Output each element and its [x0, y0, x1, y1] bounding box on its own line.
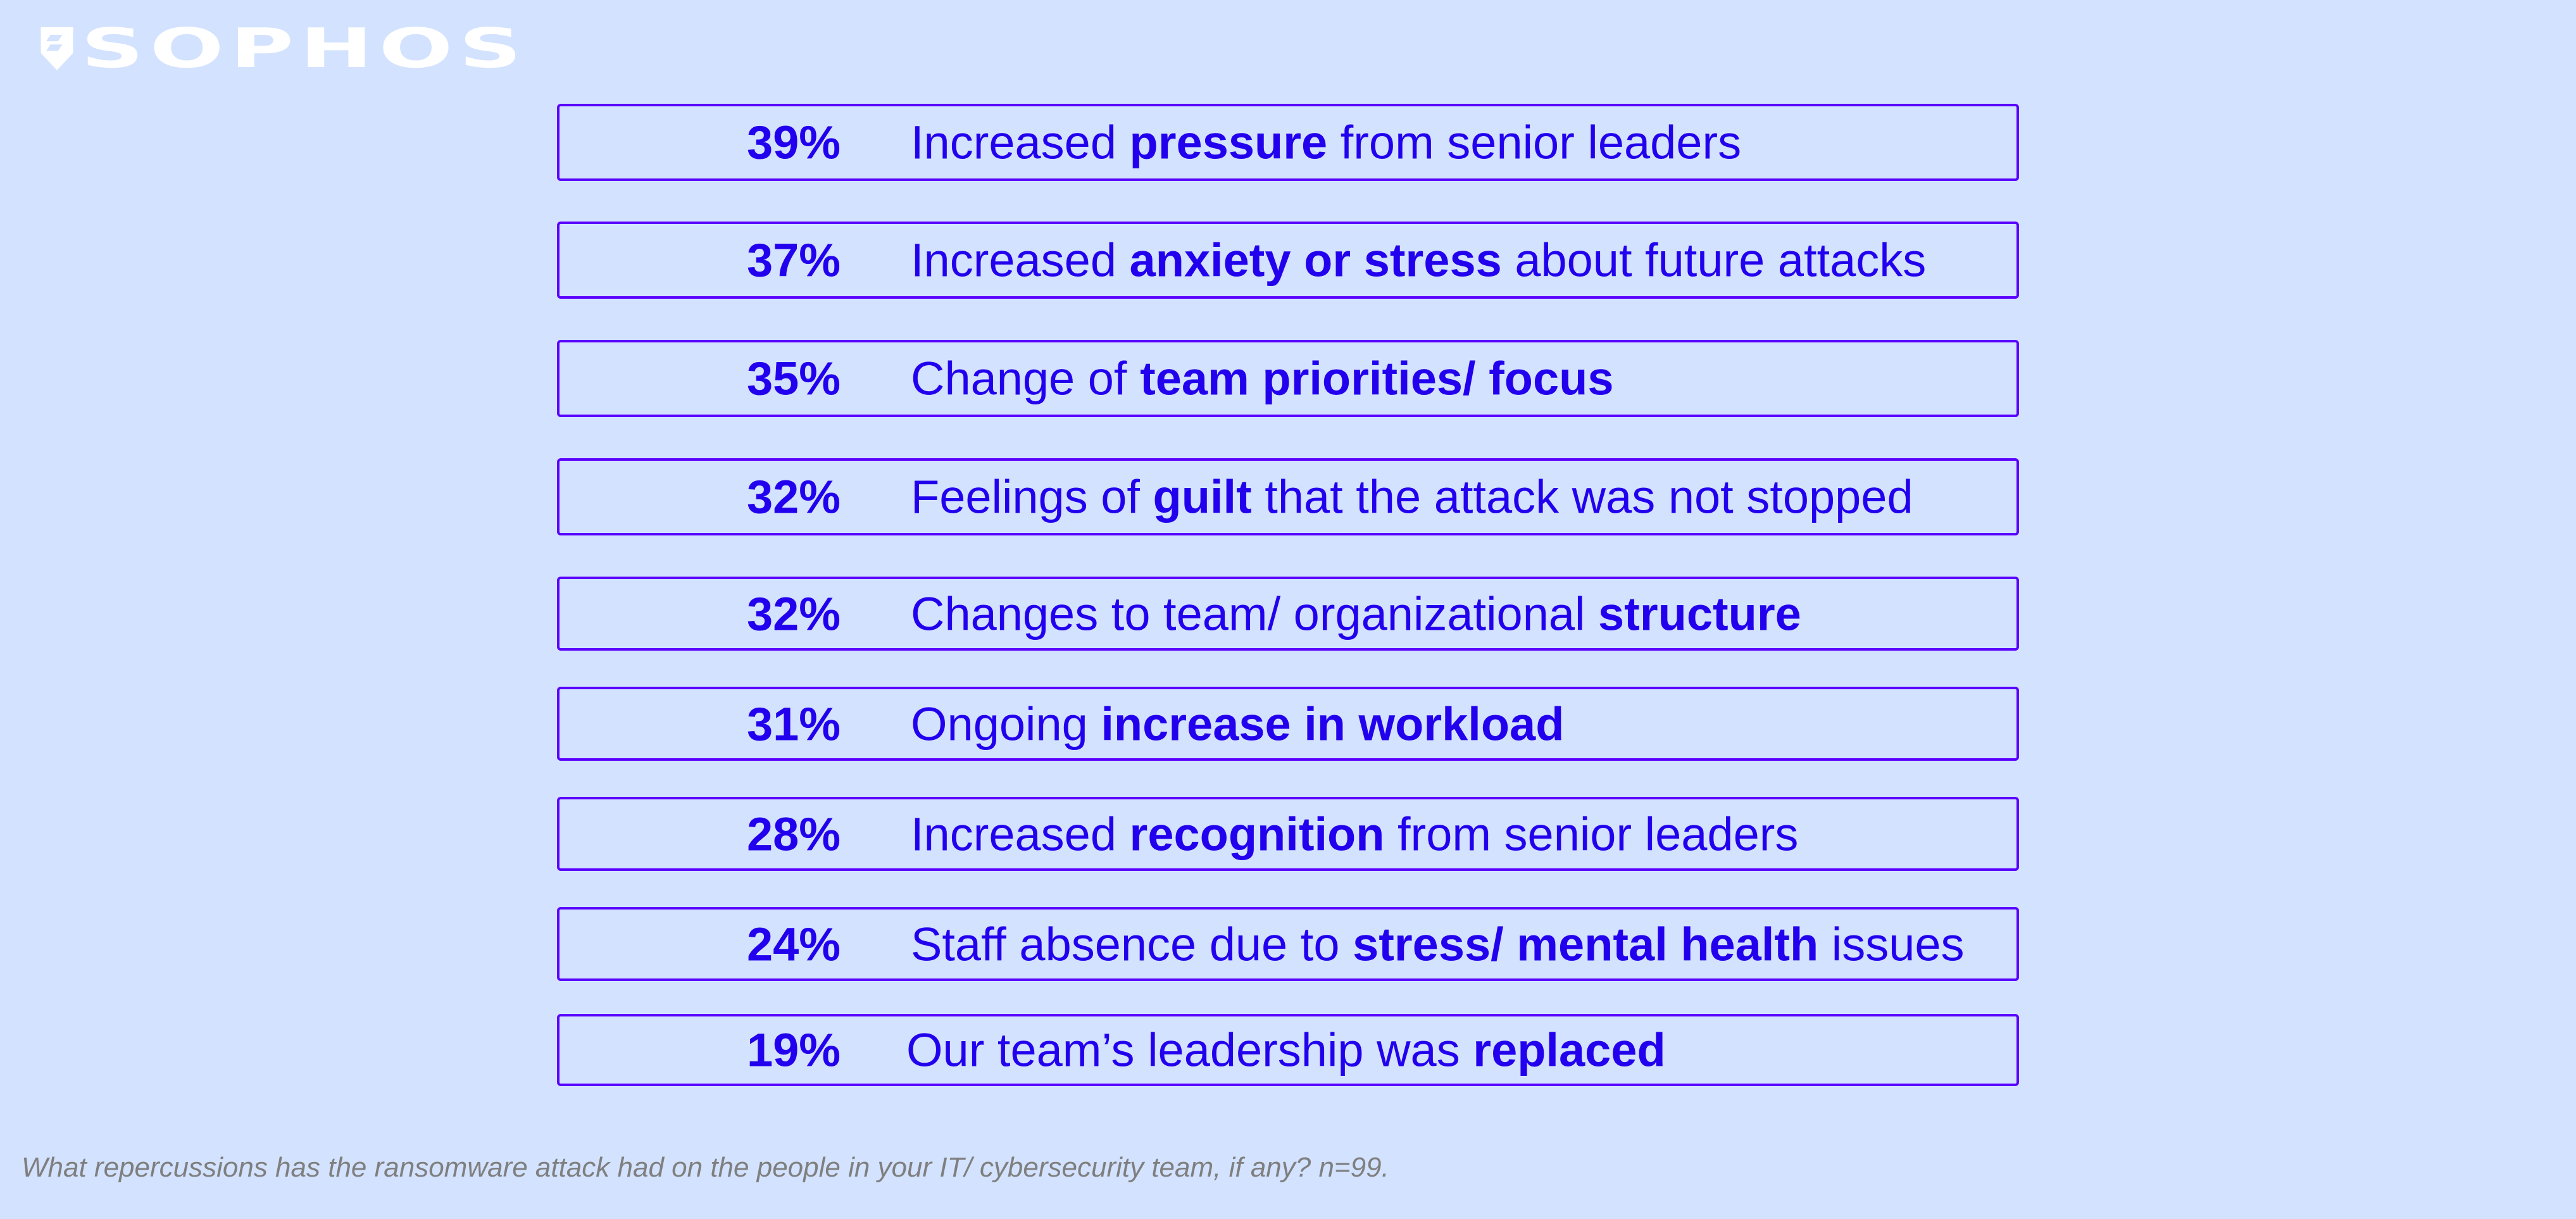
list-item: 37% Increased anxiety or stress about fut…: [557, 222, 2019, 299]
label-emphasis: anxiety or stress: [1129, 234, 1502, 287]
logo-text: SOPHOS: [81, 17, 528, 80]
item-label: Increased recognition from senior leader…: [911, 807, 1798, 861]
item-label: Feelings of guilt that the attack was no…: [911, 470, 1913, 524]
label-text: from senior leaders: [1384, 808, 1799, 860]
survey-footnote: What repercussions has the ransomware at…: [22, 1152, 1389, 1183]
list-item: 39% Increased pressure from senior leader…: [557, 104, 2019, 181]
percent-value: 28%: [746, 808, 841, 860]
label-emphasis: team priorities/ focus: [1140, 352, 1614, 405]
list-item: 31% Ongoing increase in workload: [557, 687, 2019, 761]
label-emphasis: guilt: [1153, 470, 1252, 523]
label-text: Staff absence due to: [911, 918, 1353, 970]
percent-value: 39%: [746, 116, 841, 169]
percent-value: 24%: [746, 918, 841, 970]
list-item: 35% Change of team priorities/ focus: [557, 340, 2019, 417]
label-text: Feelings of: [911, 470, 1153, 523]
item-label: Change of team priorities/ focus: [911, 352, 1613, 406]
label-emphasis: pressure: [1129, 116, 1328, 169]
label-text: Increased: [911, 808, 1130, 860]
sophos-logo: SOPHOS: [41, 22, 522, 76]
percent-value: 32%: [746, 470, 841, 523]
label-emphasis: stress/ mental health: [1353, 918, 1819, 970]
label-text: Changes to team/ organizational: [911, 587, 1599, 640]
item-label: Staff absence due to stress/ mental heal…: [911, 917, 1965, 971]
percent-value: 19%: [746, 1023, 841, 1077]
label-text: from senior leaders: [1327, 116, 1742, 169]
label-emphasis: replaced: [1473, 1023, 1666, 1077]
percent-value: 31%: [746, 697, 841, 750]
item-label: Increased pressure from senior leaders: [911, 116, 1741, 170]
list-item: 19% Our team’s leadership was replaced: [557, 1014, 2019, 1086]
item-label: Our team’s leadership was replaced: [906, 1023, 1666, 1077]
percent-value: 37%: [746, 234, 841, 287]
label-text: Ongoing: [911, 697, 1101, 750]
label-text: Increased: [911, 116, 1130, 169]
label-text: Increased: [911, 234, 1130, 287]
label-emphasis: increase in workload: [1101, 697, 1565, 750]
label-emphasis: recognition: [1129, 808, 1385, 860]
item-label: Ongoing increase in workload: [911, 697, 1564, 751]
percent-value: 32%: [746, 587, 841, 640]
percent-value: 35%: [746, 352, 841, 405]
list-item: 24% Staff absence due to stress/ mental h…: [557, 907, 2019, 981]
label-text: that the attack was not stopped: [1251, 470, 1913, 523]
item-label: Changes to team/ organizational structur…: [911, 587, 1801, 641]
item-label: Increased anxiety or stress about future…: [911, 234, 1926, 287]
list-item: 32% Feelings of guilt that the attack was…: [557, 458, 2019, 535]
shield-icon: [41, 27, 73, 70]
list-item: 32% Changes to team/ organizational struc…: [557, 577, 2019, 651]
label-text: about future attacks: [1501, 234, 1927, 287]
label-text: Change of: [911, 352, 1141, 405]
label-emphasis: structure: [1598, 587, 1801, 640]
list-item: 28% Increased recognition from senior lea…: [557, 797, 2019, 871]
label-text: Our team’s leadership was: [906, 1023, 1473, 1077]
label-text: issues: [1818, 918, 1965, 970]
